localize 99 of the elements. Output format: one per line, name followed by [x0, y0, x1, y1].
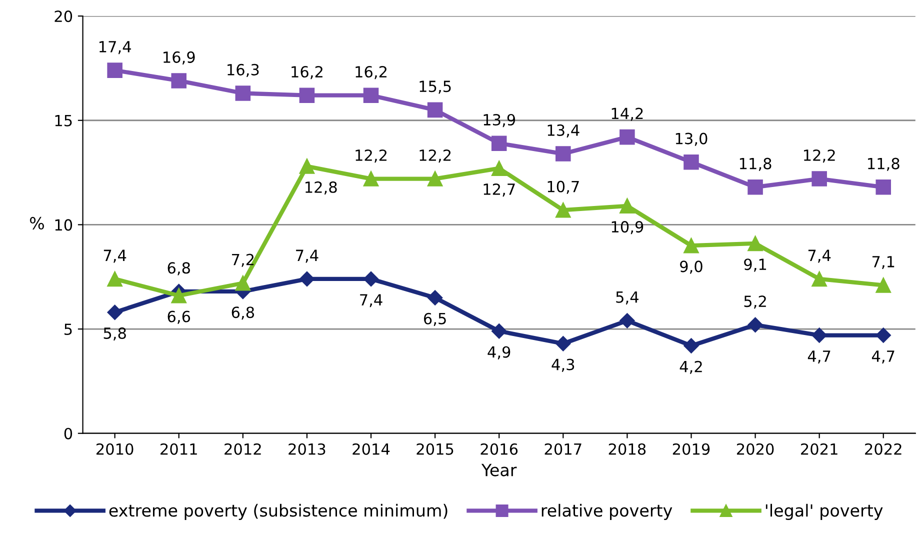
data-label: 11,8 — [868, 158, 900, 171]
y-tick-label: 10 — [55, 219, 72, 231]
x-tick-label: 2011 — [160, 443, 197, 455]
point — [556, 146, 571, 162]
point — [363, 171, 379, 186]
point — [171, 73, 187, 88]
data-label: 13,0 — [676, 132, 708, 146]
point — [107, 62, 122, 78]
point — [620, 198, 635, 214]
data-label: 7,4 — [296, 250, 318, 263]
data-label: 5,8 — [104, 327, 126, 341]
legend-label: relative poverty — [542, 504, 672, 520]
data-label: 7,4 — [360, 294, 382, 308]
data-label: 6,6 — [168, 310, 190, 324]
data-label: 7,4 — [104, 250, 126, 263]
point — [812, 171, 827, 186]
point — [876, 278, 892, 293]
point — [556, 336, 571, 352]
data-label: 4,7 — [872, 350, 894, 364]
data-label: 7,2 — [232, 254, 254, 267]
point — [299, 271, 315, 287]
data-label: 4,3 — [552, 358, 574, 372]
point — [556, 202, 571, 218]
x-axis-title: Year — [481, 464, 517, 476]
y-axis-title: % — [30, 216, 44, 230]
data-label: 12,8 — [306, 181, 337, 194]
x-tick-label: 2019 — [672, 443, 710, 455]
point — [235, 86, 251, 101]
point — [684, 338, 699, 354]
point — [299, 88, 315, 103]
data-label: 6,5 — [424, 312, 446, 326]
x-tick-label: 2021 — [801, 443, 838, 455]
y-tick-label: 5 — [64, 324, 72, 336]
point — [235, 275, 251, 291]
x-tick-label: 2010 — [96, 443, 134, 455]
point — [492, 324, 507, 339]
data-label: 16,2 — [356, 66, 386, 80]
y-tick-label: 15 — [55, 115, 72, 126]
x-tick-label: 2014 — [352, 443, 390, 455]
point — [491, 160, 507, 176]
point — [491, 136, 507, 151]
point — [812, 328, 827, 343]
data-label: 16,2 — [292, 66, 322, 80]
data-label: 11,8 — [740, 158, 772, 171]
data-label: 9,0 — [680, 260, 702, 274]
data-label: 17,4 — [99, 41, 131, 54]
x-tick-label: 2020 — [736, 443, 774, 455]
data-label: 4,9 — [488, 346, 510, 360]
data-label: 6,8 — [232, 306, 254, 320]
data-label: 10,7 — [548, 180, 579, 194]
data-label: 12,2 — [420, 149, 451, 163]
point — [876, 180, 892, 195]
point — [299, 158, 315, 174]
point — [427, 102, 443, 118]
data-label: 5,2 — [744, 296, 766, 309]
y-tick-label: 0 — [64, 428, 72, 440]
x-tick-label: 2017 — [544, 443, 582, 455]
data-label: 12,2 — [356, 149, 386, 163]
x-tick-label: 2012 — [224, 443, 261, 455]
data-label: 9,1 — [744, 258, 766, 272]
point — [427, 171, 443, 186]
y-tick-label: 20 — [54, 10, 72, 22]
point — [171, 288, 187, 304]
point — [748, 180, 763, 195]
data-label: 7,4 — [808, 250, 831, 263]
data-label: 12,2 — [804, 149, 835, 163]
legend-label: extreme poverty (subsistence minimum) — [109, 504, 448, 520]
x-tick-label: 2013 — [288, 443, 326, 455]
point — [363, 88, 379, 103]
point — [684, 154, 699, 170]
point — [812, 271, 827, 287]
point — [620, 129, 635, 145]
point — [107, 304, 122, 320]
point — [427, 290, 443, 306]
data-label: 6,8 — [168, 262, 190, 276]
x-tick-label: 2015 — [416, 443, 454, 455]
data-label: 5,4 — [616, 292, 638, 304]
x-tick-label: 2016 — [480, 443, 518, 455]
point — [748, 317, 763, 332]
data-label: 16,9 — [164, 51, 195, 64]
data-label: 13,9 — [484, 114, 516, 128]
point — [620, 313, 635, 328]
data-label: 15,5 — [420, 80, 451, 94]
data-label: 4,7 — [808, 350, 830, 364]
x-tick-label: 2022 — [865, 443, 902, 455]
data-label: 7,1 — [872, 256, 894, 269]
x-tick-label: 2018 — [608, 443, 646, 455]
data-label: 14,2 — [612, 108, 643, 121]
point — [684, 238, 699, 254]
point — [876, 328, 891, 343]
point — [363, 271, 379, 287]
data-label: 10,9 — [612, 221, 644, 234]
data-label: 12,7 — [484, 183, 515, 197]
data-label: 13,4 — [548, 124, 580, 138]
point — [748, 236, 763, 252]
legend-label: 'legal' poverty — [766, 504, 883, 520]
data-label: 4,2 — [680, 360, 702, 374]
data-label: 16,3 — [228, 64, 259, 78]
point — [107, 271, 122, 287]
